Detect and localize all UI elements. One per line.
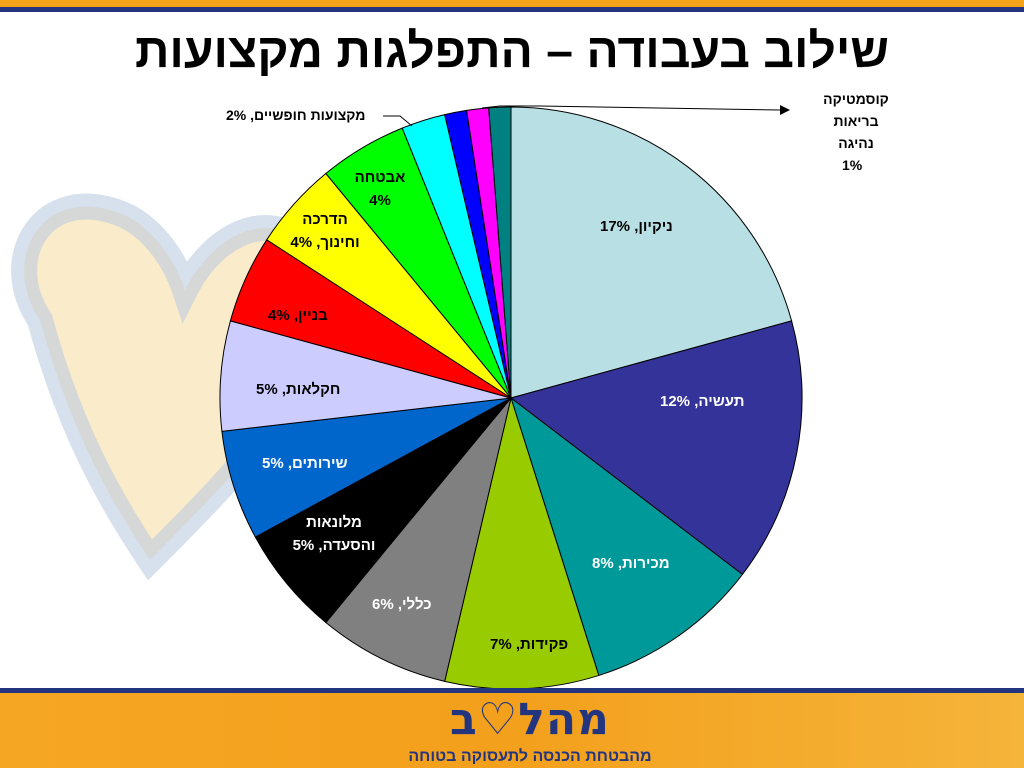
label-malonaut-line1: מלונאות	[306, 514, 362, 531]
label-hadracha-line2: וחינוך, 4%	[290, 234, 360, 251]
logo: מהל♡ב מהבטחת הכנסה לתעסוקה בטוחה	[395, 694, 665, 768]
pie-slice-1	[509, 320, 803, 576]
label-taasiya: תעשיה, 12%	[660, 393, 745, 410]
label-small-line2: בריאות	[833, 113, 879, 129]
label-malonaut: מלונאות והסעדה, 5%	[290, 511, 378, 557]
logo-tagline: מהבטחת הכנסה לתעסוקה בטוחה	[408, 748, 652, 765]
pie-slice-14	[488, 106, 512, 399]
label-pkidut: פקידות, 7%	[490, 636, 569, 653]
label-small-slices: קוסמטיקה בריאות נהיגה 1%	[810, 88, 902, 176]
bottom-navy-stripe	[0, 688, 1024, 693]
pie-slice-4	[325, 397, 512, 682]
footer-bar	[0, 693, 1024, 768]
label-miktzoot: מקצועות חופשיים, 2%	[226, 107, 366, 123]
label-small-line4: 1%	[842, 157, 863, 173]
label-klaut: חקלאות, 5%	[256, 381, 341, 398]
top-orange-stripe	[0, 0, 1024, 7]
leader-arrow-head	[780, 105, 790, 115]
label-sherutim: שירותים, 5%	[262, 455, 348, 472]
label-avtacha: אבטחה 4%	[350, 166, 410, 212]
pie-slice-2	[510, 396, 744, 677]
label-hadracha: הדרכה וחינוך, 4%	[288, 208, 362, 254]
label-mechirot: מכירות, 8%	[592, 555, 670, 572]
label-nikayon: ניקיון, 17%	[600, 218, 673, 235]
label-malonaut-line2: והסעדה, 5%	[292, 537, 376, 554]
slide-title: שילוב בעבודה – התפלגות מקצועות	[134, 25, 890, 78]
label-avtacha-line1: אבטחה	[354, 169, 406, 186]
leader-line-miktzoot	[383, 115, 413, 127]
pie-slices	[219, 106, 803, 690]
label-small-line3: נהיגה	[838, 135, 874, 151]
top-navy-stripe	[0, 7, 1024, 12]
leader-lines	[383, 105, 790, 127]
pie-slice-0	[510, 106, 793, 399]
label-binyan: בניין, 4%	[268, 307, 328, 324]
label-small-line1: קוסמטיקה	[823, 91, 889, 107]
label-hadracha-line1: הדרכה	[302, 211, 348, 228]
leader-line-small-slices	[481, 105, 781, 111]
label-avtacha-line2: 4%	[369, 192, 391, 209]
logo-wordmark: מהל♡ב	[450, 694, 610, 745]
label-klali: כללי, 6%	[372, 596, 432, 613]
